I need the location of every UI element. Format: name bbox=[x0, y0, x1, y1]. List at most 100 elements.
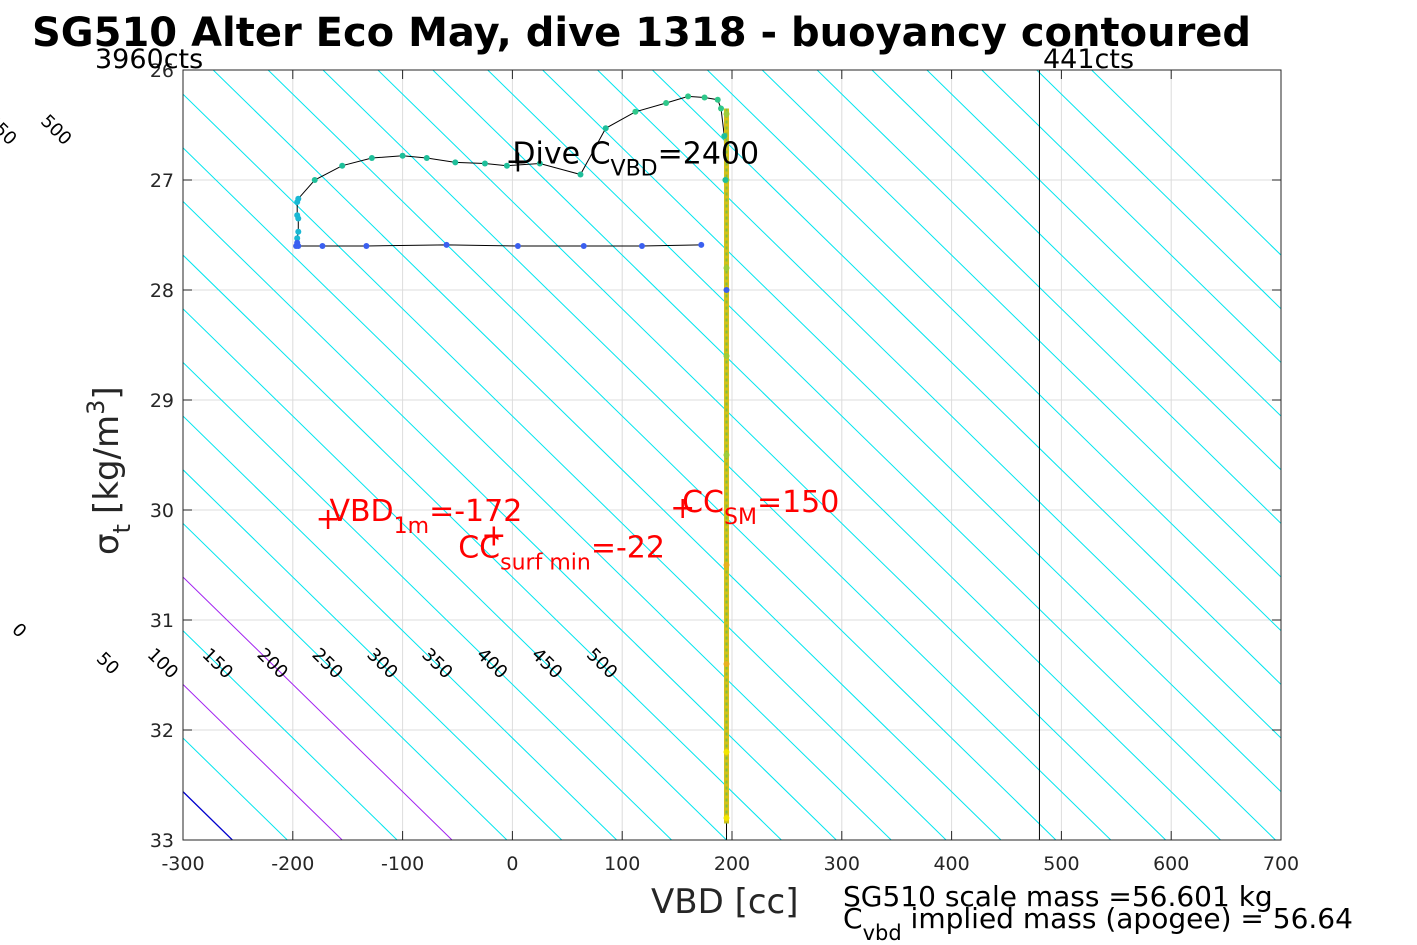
contour-label: 0 bbox=[7, 619, 30, 642]
trajectory-point bbox=[632, 108, 639, 115]
buoyancy-contours bbox=[0, 48, 1281, 862]
contour-line bbox=[432, 70, 1222, 840]
y-tick-label: 30 bbox=[150, 500, 174, 522]
trajectory-point bbox=[363, 243, 370, 249]
cc-surf-min-annotation: CCsurf min=-22 bbox=[458, 531, 665, 576]
cc-surf-min-annotation-marker: + bbox=[481, 519, 506, 554]
y-label-sup: 3 bbox=[82, 400, 110, 415]
y-label-sub: t bbox=[108, 524, 136, 533]
contour-label: 500 bbox=[36, 111, 75, 150]
trajectory-point bbox=[577, 171, 584, 178]
contour-line bbox=[981, 70, 1281, 364]
trajectory-point bbox=[698, 241, 705, 248]
y-tick-label: 29 bbox=[150, 390, 174, 412]
vbd-1m-annotation: VBD1m=-172 bbox=[329, 494, 522, 539]
x-tick-label: 200 bbox=[714, 853, 750, 875]
x-tick-label: -200 bbox=[271, 853, 314, 875]
trajectory-point bbox=[714, 96, 721, 103]
y-tick-label: 26 bbox=[150, 60, 174, 82]
contour-line bbox=[761, 70, 1281, 578]
contour-line bbox=[1090, 70, 1281, 256]
contour-line bbox=[183, 415, 618, 840]
trajectory-point bbox=[602, 125, 609, 132]
trajectory-point bbox=[721, 133, 728, 139]
y-tick-label: 32 bbox=[150, 720, 174, 742]
trajectory-point bbox=[580, 243, 587, 249]
cc-sm-annotation-marker: + bbox=[670, 491, 695, 526]
chart-title: SG510 Alter Eco May, dive 1318 - buoyanc… bbox=[32, 10, 1251, 56]
depth-point bbox=[723, 452, 730, 458]
contour-line bbox=[706, 70, 1281, 632]
scale-mass-text: SG510 scale mass =56.601 kg bbox=[843, 880, 1273, 913]
contour-line bbox=[0, 48, 35, 862]
trajectory-point bbox=[311, 177, 318, 183]
implied-mass-post: implied mass (apogee) = 56.64 bbox=[902, 902, 1353, 935]
trajectory-point bbox=[724, 846, 730, 852]
depth-point bbox=[723, 265, 730, 271]
cc-sm-annotation: CCSM=150 bbox=[682, 485, 839, 530]
trajectory-point bbox=[295, 228, 302, 235]
contour-label: 50 bbox=[92, 648, 123, 679]
annotations: +Dive CVBD=2400+VBD1m=-172+CCsurf min=-2… bbox=[315, 137, 839, 576]
x-axis-label: VBD [cc] bbox=[651, 882, 799, 922]
data-points bbox=[293, 93, 730, 852]
x-tick-label: 700 bbox=[1263, 853, 1299, 875]
trajectory-point bbox=[663, 100, 670, 106]
trajectory-point bbox=[503, 162, 510, 169]
contour-line bbox=[871, 70, 1281, 471]
x-tick-labels: -300 -200 -100 0 100 200 300 400 500 600 700 bbox=[161, 853, 1299, 875]
x-tick-label: -100 bbox=[381, 853, 424, 875]
contour-line bbox=[322, 70, 1112, 840]
trajectory-point bbox=[443, 241, 450, 248]
contour-line bbox=[183, 630, 398, 840]
trajectory-point bbox=[685, 93, 692, 100]
y-label-base: σ bbox=[87, 533, 127, 555]
trajectory-point bbox=[701, 94, 708, 101]
contour-line bbox=[183, 361, 673, 840]
svg-text:σt[kg/m3]: σt [kg/m3] bbox=[82, 386, 136, 555]
contour-line bbox=[183, 576, 453, 840]
vbd-1m-annotation-marker: + bbox=[315, 502, 340, 537]
right-counts-label: 441cts bbox=[1043, 44, 1134, 75]
contour-line bbox=[651, 70, 1281, 686]
contour-line bbox=[267, 70, 1057, 840]
y-tick-labels: 26 27 28 29 30 31 32 33 bbox=[150, 60, 174, 852]
y-tick-label: 28 bbox=[150, 280, 174, 302]
contour-line bbox=[183, 147, 892, 840]
depth-point bbox=[723, 562, 730, 568]
contour-line bbox=[183, 93, 947, 840]
x-tick-label: 100 bbox=[604, 853, 640, 875]
depth-point bbox=[723, 815, 730, 821]
trajectory-point bbox=[638, 243, 645, 249]
contour-line bbox=[183, 522, 508, 840]
y-tick-label: 31 bbox=[150, 610, 174, 632]
y-axis-label: σt [kg/m3] bbox=[82, 386, 136, 555]
contour-label: 100 bbox=[143, 644, 182, 683]
contour-line bbox=[0, 48, 90, 862]
depth-point bbox=[723, 111, 730, 117]
contour-line bbox=[377, 70, 1167, 840]
contour-line bbox=[183, 308, 728, 840]
contour-line bbox=[541, 70, 1281, 793]
contour-line bbox=[1035, 70, 1281, 310]
dive-cvbd-annotation: Dive CVBD=2400 bbox=[512, 137, 759, 182]
trajectory-point bbox=[536, 160, 543, 167]
trajectory-point bbox=[294, 199, 301, 205]
trajectory-point bbox=[452, 159, 459, 166]
trajectory-point bbox=[399, 152, 406, 159]
trajectory-point bbox=[339, 162, 346, 169]
depth-point bbox=[723, 749, 730, 755]
trajectory-point bbox=[368, 155, 375, 161]
left-counts-label: 3960cts bbox=[95, 44, 203, 75]
contour-line bbox=[596, 70, 1281, 739]
axes-frame bbox=[182, 69, 1282, 841]
x-tick-label: 300 bbox=[824, 853, 860, 875]
depth-point bbox=[723, 661, 730, 667]
x-tick-label: 0 bbox=[506, 853, 518, 875]
depth-point bbox=[723, 353, 730, 359]
contour-line bbox=[486, 70, 1277, 840]
y-label-unit: [kg/m bbox=[87, 415, 127, 514]
trajectory-point bbox=[481, 160, 488, 167]
x-tick-label: 500 bbox=[1043, 853, 1079, 875]
